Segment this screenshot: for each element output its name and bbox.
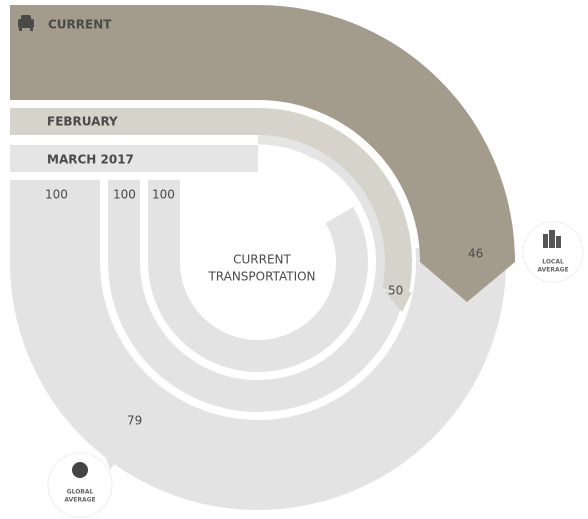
band-arc bbox=[148, 207, 368, 372]
band-arc bbox=[257, 108, 412, 295]
band-strip bbox=[10, 180, 100, 262]
local-label: AVERAGE bbox=[537, 267, 568, 274]
local-label: LOCAL bbox=[542, 259, 564, 266]
global-value: 79 bbox=[127, 414, 142, 428]
center-label: CURRENT bbox=[233, 253, 291, 267]
center-label: TRANSPORTATION bbox=[207, 270, 315, 284]
band-strip bbox=[10, 108, 258, 135]
band-strip bbox=[10, 5, 258, 100]
car-icon bbox=[18, 15, 34, 31]
band-label: CURRENT bbox=[48, 18, 112, 32]
band-strip bbox=[108, 180, 140, 262]
arrow bbox=[100, 440, 125, 470]
local-badge bbox=[522, 221, 584, 283]
bands bbox=[10, 5, 515, 510]
band-label: MARCH 2017 bbox=[47, 153, 134, 167]
band-value: 46 bbox=[468, 247, 483, 261]
band-strip bbox=[148, 180, 180, 262]
global-badge bbox=[47, 452, 113, 518]
band-value: 50 bbox=[388, 284, 403, 298]
band-arc bbox=[256, 5, 515, 264]
start-value: 100 bbox=[152, 188, 175, 202]
start-value: 100 bbox=[113, 188, 136, 202]
center-circle bbox=[186, 190, 330, 334]
global-label: GLOBAL bbox=[67, 489, 94, 496]
arrow bbox=[420, 262, 515, 302]
band-arc bbox=[10, 240, 506, 510]
globe-icon bbox=[72, 462, 88, 478]
band-strip bbox=[10, 145, 258, 172]
arrow bbox=[385, 292, 412, 312]
building-icon bbox=[543, 230, 561, 248]
start-value: 100 bbox=[45, 188, 68, 202]
global-label: AVERAGE bbox=[64, 497, 95, 504]
band-label: FEBRUARY bbox=[47, 115, 118, 129]
